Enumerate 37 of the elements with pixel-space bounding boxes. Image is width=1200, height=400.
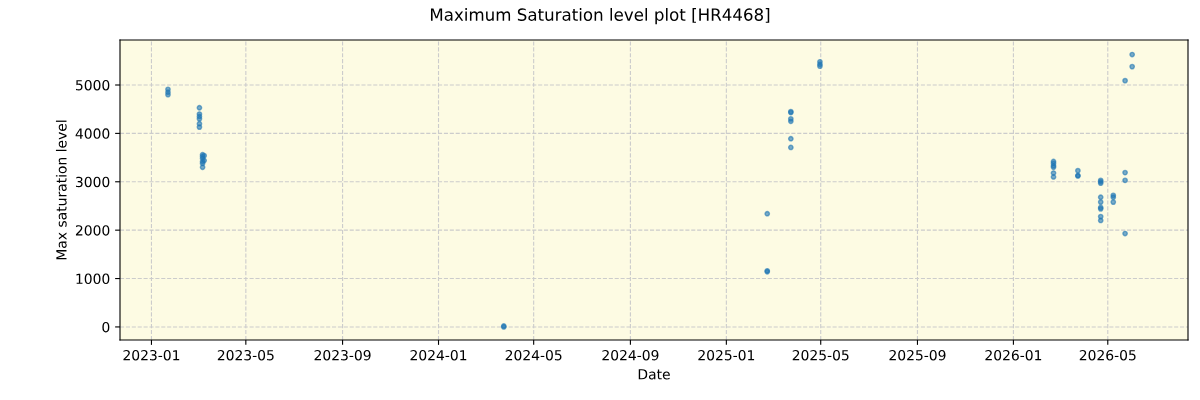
point xyxy=(787,144,794,151)
point xyxy=(1075,167,1081,174)
y-tick-label: 0 xyxy=(102,321,110,333)
x-tick-label: 2024-09 xyxy=(602,349,659,361)
point xyxy=(1097,217,1104,224)
point xyxy=(1097,199,1104,205)
y-tick-label: 2000 xyxy=(75,225,110,236)
y-axis-title: Max saturation level xyxy=(55,120,67,260)
x-tick-label: 2025-09 xyxy=(889,349,946,361)
point xyxy=(1122,230,1128,237)
point xyxy=(196,124,203,130)
x-axis-title: Date xyxy=(638,369,670,380)
x-tick-label: 2025-05 xyxy=(792,349,849,361)
x-tick-label: 2023-05 xyxy=(217,349,274,361)
y-tick-label: 5000 xyxy=(76,79,110,91)
point xyxy=(1122,77,1128,84)
x-tick-label: 2024-01 xyxy=(410,349,467,361)
x-tick-label: 2023-09 xyxy=(314,349,371,361)
point xyxy=(764,210,771,217)
point xyxy=(1050,174,1057,180)
y-tick-label: 3000 xyxy=(75,176,110,188)
point xyxy=(1110,199,1117,205)
point xyxy=(1122,177,1128,184)
x-tick-label: 2024-05 xyxy=(505,349,562,361)
x-tick-label: 2025-01 xyxy=(698,349,755,361)
x-tick-label: 2026-05 xyxy=(1079,349,1136,361)
point xyxy=(787,135,794,142)
point xyxy=(1129,63,1136,70)
point xyxy=(199,164,206,171)
point xyxy=(196,104,203,111)
y-tick-label: 1000 xyxy=(76,273,110,285)
x-tick-label: 2026-01 xyxy=(985,349,1042,361)
x-tick-label: 2023-01 xyxy=(123,349,180,361)
chart-title: Maximum Saturation level plot [HR4468] xyxy=(430,8,770,25)
point xyxy=(1129,51,1136,58)
point xyxy=(1122,169,1128,176)
y-tick-label: 4000 xyxy=(75,128,110,139)
